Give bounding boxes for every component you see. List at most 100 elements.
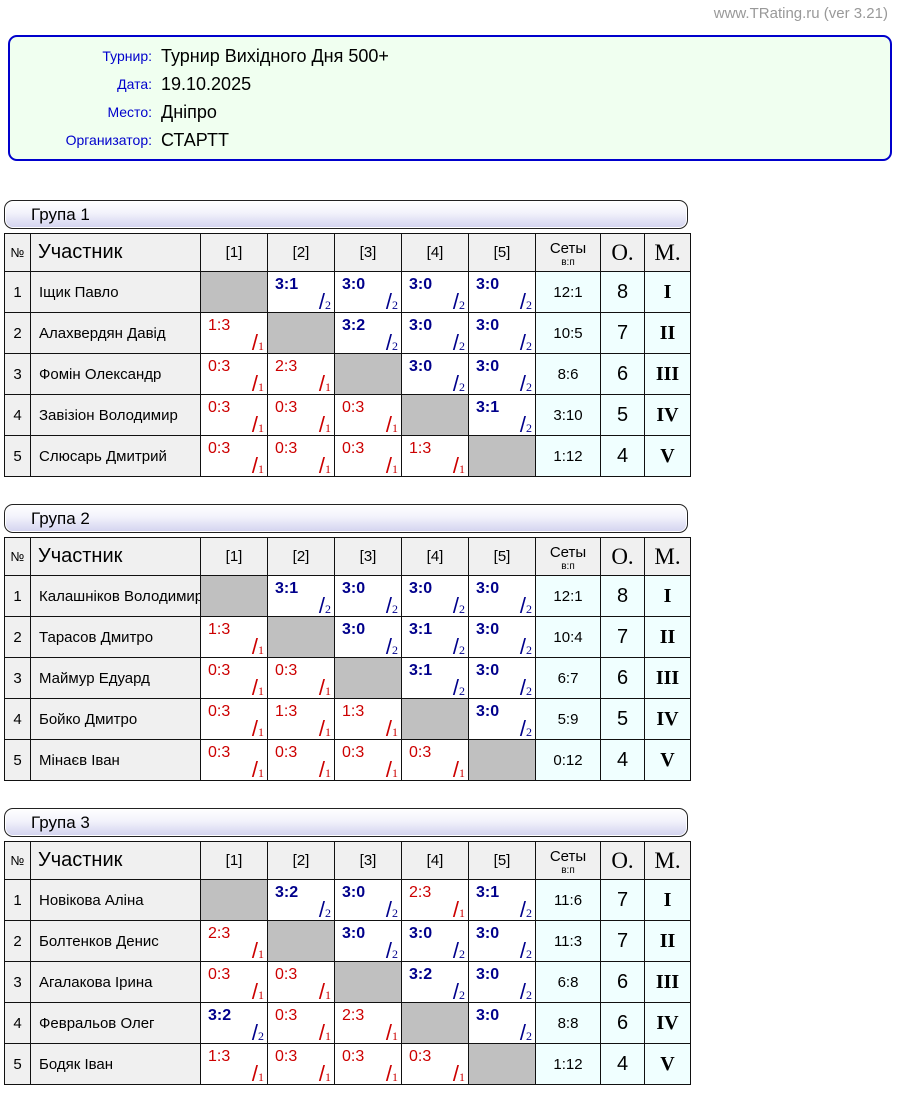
score-value: 3:0 — [476, 580, 500, 597]
slash-icon: / — [318, 716, 325, 740]
sets-cell: 10:5 — [535, 312, 601, 354]
points-earned: 2 — [526, 380, 532, 394]
slash-icon: / — [318, 453, 325, 477]
tournament-label: Турнир: — [102, 48, 152, 64]
table-row: 1 Новікова Аліна 3:2/2 3:0/2 2:3/1 3:1/2 11:6 7… — [4, 879, 691, 921]
participant-name: Іщик Павло — [30, 271, 201, 313]
slash-icon: / — [385, 330, 392, 354]
score-points: /2 — [386, 595, 398, 616]
points-earned: 2 — [459, 988, 465, 1002]
score-points: /2 — [520, 291, 532, 312]
points-earned: 2 — [392, 643, 398, 657]
score-points: /1 — [319, 373, 331, 394]
score-cell: 3:1/2 — [468, 879, 536, 921]
col-header-sets: Сеты в:п — [535, 233, 601, 272]
score-value: 2:3 — [208, 925, 231, 942]
slash-icon: / — [385, 634, 392, 658]
points-earned: 2 — [526, 725, 532, 739]
points-cell: 7 — [600, 920, 645, 962]
score-value: 0:3 — [208, 966, 231, 983]
score-points: /1 — [252, 332, 264, 353]
score-value: 3:1 — [409, 662, 433, 679]
slash-icon: / — [251, 979, 258, 1003]
score-cell: 0:3/1 — [200, 394, 268, 436]
score-cell: 3:2/2 — [401, 961, 469, 1003]
points-earned: 2 — [526, 1029, 532, 1043]
score-value: 3:1 — [476, 884, 500, 901]
score-cell: 3:0/2 — [334, 879, 402, 921]
place-cell: IV — [644, 394, 691, 436]
site-version-label: www.TRating.ru (ver 3.21) — [713, 5, 888, 22]
slash-icon: / — [318, 757, 325, 781]
slash-icon: / — [452, 289, 459, 313]
score-points: /2 — [386, 899, 398, 920]
header-row: № Участник [1] [2] [3] [4] [5] Сеты в:п О. М. — [4, 841, 691, 880]
score-cell: 3:2/2 — [267, 879, 335, 921]
col-header-points: О. — [600, 537, 645, 576]
diagonal-cell — [401, 698, 469, 740]
sets-cell: 10:4 — [535, 616, 601, 658]
sets-header-label: Сеты — [549, 239, 587, 257]
row-number: 5 — [4, 1043, 31, 1085]
tournament-value: Турнир Вихідного Дня 500+ — [161, 46, 389, 66]
score-cell: 0:3/1 — [267, 1002, 335, 1044]
organizer-label: Организатор: — [65, 132, 152, 148]
table-row: 1 Калашніков Володимир 3:1/2 3:0/2 3:0/2 3:0/… — [4, 575, 691, 617]
slash-icon: / — [519, 675, 526, 699]
score-value: 3:0 — [342, 925, 366, 942]
slash-icon: / — [251, 371, 258, 395]
col-header-opponent-5: [5] — [468, 537, 536, 576]
score-cell: 3:0/2 — [468, 271, 536, 313]
points-earned: 1 — [258, 643, 264, 657]
score-cell: 3:0/2 — [468, 312, 536, 354]
row-number: 2 — [4, 312, 31, 354]
score-value: 3:0 — [342, 276, 366, 293]
slash-icon: / — [452, 634, 459, 658]
score-cell: 1:3/1 — [200, 312, 268, 354]
score-cell: 3:0/2 — [401, 575, 469, 617]
results-table: № Участник [1] [2] [3] [4] [5] Сеты в:п О. М. 1 Кала… — [4, 537, 691, 781]
diagonal-cell — [200, 271, 268, 313]
results-table: № Участник [1] [2] [3] [4] [5] Сеты в:п О. М. 1 Нові… — [4, 841, 691, 1085]
points-cell: 6 — [600, 961, 645, 1003]
score-cell: 0:3/1 — [267, 739, 335, 781]
diagonal-cell — [468, 435, 536, 477]
points-cell: 8 — [600, 271, 645, 313]
table-row: 4 Завізіон Володимир 0:3/1 0:3/1 0:3/1 3:1/2 3… — [4, 394, 691, 436]
score-points: /1 — [386, 718, 398, 739]
score-value: 3:1 — [275, 276, 299, 293]
participant-name: Тарасов Дмитро — [30, 616, 201, 658]
score-cell: 0:3/1 — [267, 961, 335, 1003]
score-value: 0:3 — [208, 662, 231, 679]
score-cell: 0:3/1 — [401, 739, 469, 781]
score-value: 0:3 — [275, 399, 298, 416]
tournament-info-box: Турнир: Турнир Вихідного Дня 500+ Дата: … — [8, 35, 892, 161]
points-earned: 1 — [392, 766, 398, 780]
slash-icon: / — [452, 1061, 459, 1085]
points-earned: 2 — [459, 380, 465, 394]
score-points: /1 — [452, 1061, 465, 1085]
participant-name: Слюсарь Дмитрий — [30, 435, 201, 477]
score-cell: 2:3/1 — [401, 879, 469, 921]
score-value: 3:0 — [409, 317, 433, 334]
points-earned: 2 — [392, 947, 398, 961]
col-header-place: М. — [644, 233, 691, 272]
col-header-number: № — [4, 233, 31, 272]
score-value: 1:3 — [208, 1048, 231, 1065]
score-value: 3:0 — [476, 276, 500, 293]
slash-icon: / — [452, 371, 459, 395]
points-cell: 6 — [600, 1002, 645, 1044]
score-points: /1 — [386, 759, 398, 780]
points-earned: 2 — [526, 906, 532, 920]
points-cell: 7 — [600, 879, 645, 921]
score-cell: 3:0/2 — [468, 698, 536, 740]
col-header-number: № — [4, 841, 31, 880]
score-cell: 0:3/1 — [200, 353, 268, 395]
info-row-tournament: Турнир: Турнир Вихідного Дня 500+ — [10, 42, 890, 70]
row-number: 4 — [4, 394, 31, 436]
score-cell: 1:3/1 — [267, 698, 335, 740]
score-value: 3:0 — [476, 317, 500, 334]
slash-icon: / — [452, 757, 459, 781]
points-earned: 2 — [392, 602, 398, 616]
points-earned: 1 — [325, 988, 331, 1002]
